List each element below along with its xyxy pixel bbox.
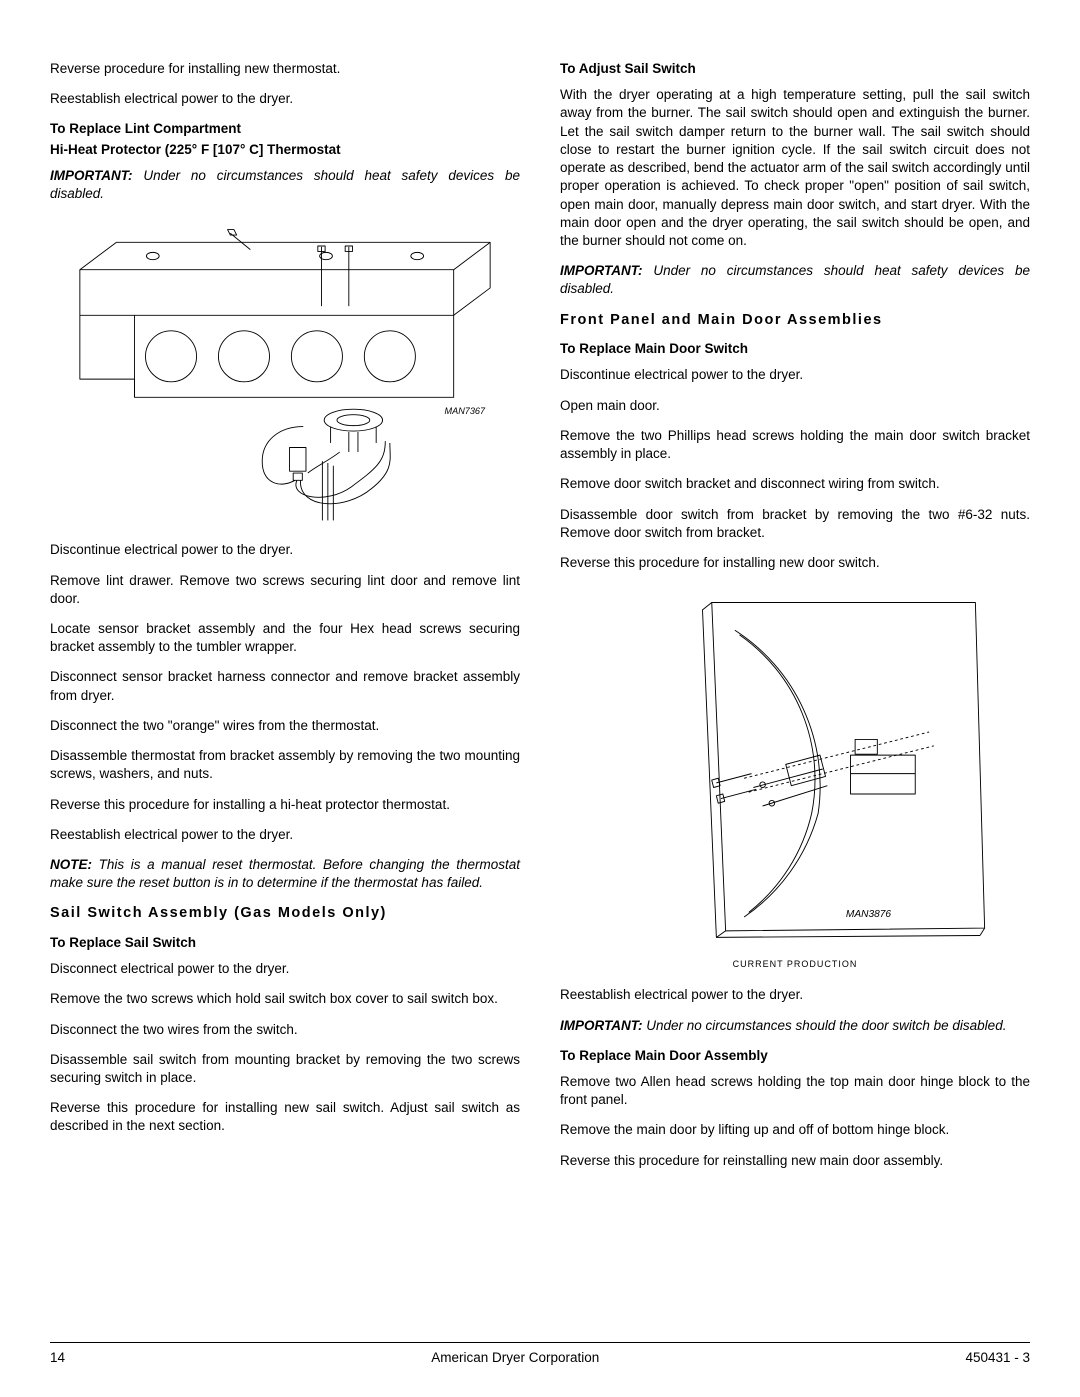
para: Disconnect electrical power to the dryer… [50,960,520,978]
important-note: IMPORTANT: Under no circumstances should… [50,167,520,203]
important-label: IMPORTANT: [560,263,643,278]
subheading: To Adjust Sail Switch [560,60,1030,78]
figure-caption: CURRENT PRODUCTION [560,958,1030,970]
left-column: Reverse procedure for installing new the… [50,60,520,1182]
para: Reverse this procedure for reinstalling … [560,1152,1030,1170]
subheading: To Replace Main Door Switch [560,340,1030,358]
footer-center: American Dryer Corporation [65,1349,965,1367]
para: Remove the main door by lifting up and o… [560,1121,1030,1139]
para: Reverse procedure for installing new the… [50,60,520,78]
subheading: Hi-Heat Protector (225° F [107° C] Therm… [50,141,520,159]
para: Remove the two screws which hold sail sw… [50,990,520,1008]
para: Open main door. [560,397,1030,415]
important-text: Under no circumstances should the door s… [643,1018,1007,1033]
figure-front-panel: MAN3876 CURRENT PRODUCTION [560,584,1030,970]
para: Disassemble thermostat from bracket asse… [50,747,520,783]
para: Reverse this procedure for installing a … [50,796,520,814]
para: Remove lint drawer. Remove two screws se… [50,572,520,608]
important-note: IMPORTANT: Under no circumstances should… [560,262,1030,298]
page-number: 14 [50,1349,65,1367]
para: Disconnect sensor bracket harness connec… [50,668,520,704]
figure-label: MAN7367 [445,406,486,416]
subheading: To Replace Sail Switch [50,934,520,952]
para: Reestablish electrical power to the drye… [50,90,520,108]
para: Disassemble sail switch from mounting br… [50,1051,520,1087]
para: Disconnect the two wires from the switch… [50,1021,520,1039]
note: NOTE: This is a manual reset thermostat.… [50,856,520,892]
para: Remove the two Phillips head screws hold… [560,427,1030,463]
note-label: NOTE: [50,857,92,872]
figure-label: MAN3876 [846,909,892,920]
para: Reestablish electrical power to the drye… [560,986,1030,1004]
para: With the dryer operating at a high tempe… [560,86,1030,250]
section-heading: Sail Switch Assembly (Gas Models Only) [50,904,520,924]
para: Reestablish electrical power to the drye… [50,826,520,844]
para: Disassemble door switch from bracket by … [560,506,1030,542]
para: Reverse this procedure for installing ne… [560,554,1030,572]
important-label: IMPORTANT: [50,168,133,183]
para: Remove door switch bracket and disconnec… [560,475,1030,493]
subheading: To Replace Lint Compartment [50,120,520,138]
para: Reverse this procedure for installing ne… [50,1099,520,1135]
footer-right: 450431 - 3 [965,1349,1030,1367]
note-text: This is a manual reset thermostat. Befor… [50,857,520,890]
para: Disconnect the two "orange" wires from t… [50,717,520,735]
subheading: To Replace Main Door Assembly [560,1047,1030,1065]
para: Remove two Allen head screws holding the… [560,1073,1030,1109]
important-label: IMPORTANT: [560,1018,643,1033]
page-footer: 14 American Dryer Corporation 450431 - 3 [50,1342,1030,1367]
important-note: IMPORTANT: Under no circumstances should… [560,1017,1030,1035]
para: Discontinue electrical power to the drye… [50,541,520,559]
para: Locate sensor bracket assembly and the f… [50,620,520,656]
section-heading: Front Panel and Main Door Assemblies [560,311,1030,331]
figure-lint-bracket: MAN7367 [50,215,520,525]
para: Discontinue electrical power to the drye… [560,366,1030,384]
right-column: To Adjust Sail Switch With the dryer ope… [560,60,1030,1182]
